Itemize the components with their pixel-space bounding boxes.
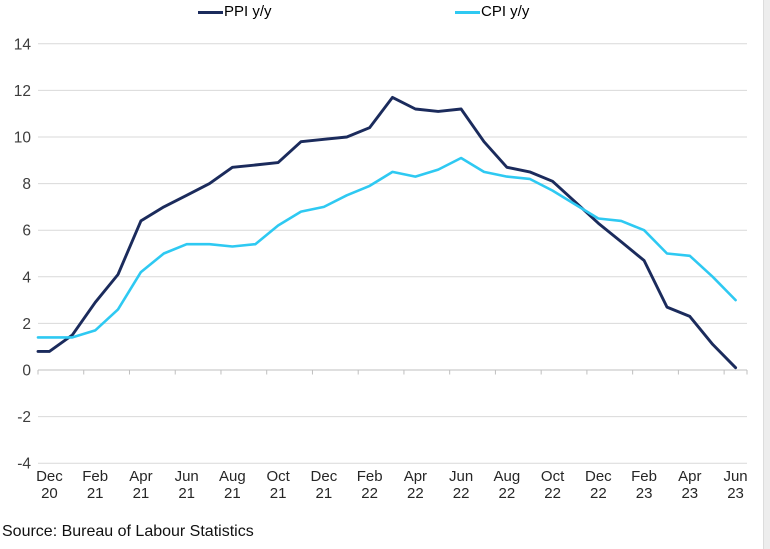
x-tick-label: 22: [361, 485, 378, 502]
x-tick-label: 22: [499, 485, 516, 502]
x-tick-label: Jun: [175, 468, 199, 485]
y-tick-label: 10: [14, 130, 32, 147]
x-tick-label: Dec: [311, 468, 338, 485]
legend-label-cpi: CPI y/y: [481, 3, 530, 20]
cpi-line-swatch: [455, 10, 480, 14]
x-tick-label: Jun: [723, 468, 747, 485]
x-tick-label: Apr: [404, 468, 427, 485]
gridlines: [38, 43, 747, 464]
x-tick-label: 23: [636, 485, 653, 502]
legend-label-ppi: PPI y/y: [224, 3, 272, 20]
legend-item-cpi: CPI y/y: [455, 3, 529, 21]
y-tick-label: 4: [22, 269, 31, 286]
x-tick-label: Apr: [678, 468, 701, 485]
line-chart: -4-202468101214Dec20Feb21Apr21Jun21Aug21…: [14, 36, 748, 502]
source-note: Source: Bureau of Labour Statistics: [2, 523, 254, 540]
x-tick-label: Feb: [631, 468, 657, 485]
x-tick-label: 22: [544, 485, 561, 502]
x-tick-label: Apr: [129, 468, 152, 485]
x-tick-label: Oct: [541, 468, 565, 485]
x-tick-label: Feb: [357, 468, 383, 485]
y-tick-label: -2: [17, 409, 31, 426]
x-tick-label: 21: [178, 485, 195, 502]
x-tick-label: 21: [270, 485, 287, 502]
y-tick-label: -4: [17, 456, 31, 473]
y-tick-label: 8: [22, 176, 31, 193]
y-tick-label: 2: [22, 316, 31, 333]
x-tick-label: 23: [727, 485, 744, 502]
x-tick-label: 22: [590, 485, 607, 502]
ppi-line: [36, 95, 738, 370]
x-tick-label: Dec: [585, 468, 612, 485]
x-tick-label: 21: [133, 485, 150, 502]
y-tick-label: 6: [22, 223, 31, 240]
legend-item-ppi: PPI y/y: [198, 3, 272, 21]
y-tick-label: 14: [14, 36, 32, 53]
x-tick-label: 20: [41, 485, 58, 502]
x-axis-labels: Dec20Feb21Apr21Jun21Aug21Oct21Dec21Feb22…: [36, 468, 748, 502]
x-tick-label: Aug: [494, 468, 521, 485]
x-tick-label: 22: [407, 485, 424, 502]
window-edge-strip: [763, 0, 770, 549]
x-tick-label: Jun: [449, 468, 473, 485]
cpi-line: [36, 156, 737, 339]
y-tick-label: 12: [14, 83, 31, 100]
x-tick-label: Feb: [82, 468, 108, 485]
x-tick-label: Dec: [36, 468, 63, 485]
x-tick-label: Oct: [266, 468, 290, 485]
ppi-line-swatch: [198, 10, 223, 14]
x-axis: [37, 369, 748, 375]
x-tick-label: 22: [453, 485, 470, 502]
x-tick-label: 23: [681, 485, 698, 502]
y-axis-labels: -4 -2 0 2 4 6 8 10 12 14: [14, 36, 32, 472]
x-tick-label: Aug: [219, 468, 246, 485]
y-tick-label: 0: [22, 363, 31, 380]
x-tick-label: 21: [316, 485, 333, 502]
x-tick-label: 21: [87, 485, 104, 502]
x-tick-label: 21: [224, 485, 241, 502]
